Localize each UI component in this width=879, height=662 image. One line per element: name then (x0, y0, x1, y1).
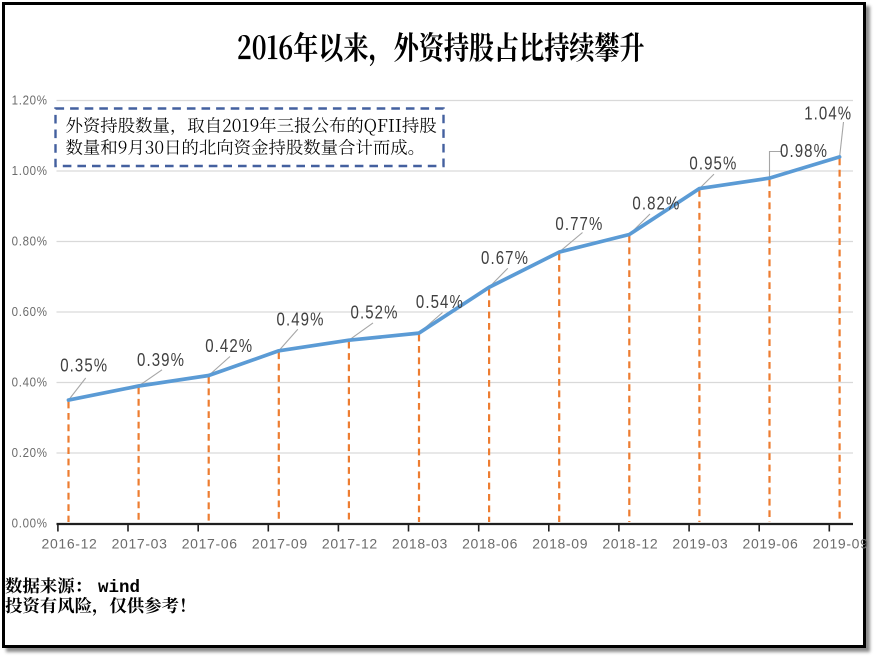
svg-text:0.40%: 0.40% (12, 375, 48, 390)
svg-text:2017-09: 2017-09 (252, 536, 308, 552)
svg-text:0.00%: 0.00% (12, 516, 48, 531)
svg-text:0.20%: 0.20% (12, 445, 48, 460)
svg-text:2017-06: 2017-06 (182, 536, 238, 552)
svg-text:0.60%: 0.60% (12, 304, 48, 319)
svg-text:0.82%: 0.82% (632, 193, 680, 214)
svg-text:2018-06: 2018-06 (462, 536, 518, 552)
svg-text:0.77%: 0.77% (555, 213, 603, 234)
svg-text:0.98%: 0.98% (780, 140, 828, 161)
svg-text:1.00%: 1.00% (12, 163, 48, 178)
svg-text:2018-03: 2018-03 (392, 536, 448, 552)
svg-text:0.95%: 0.95% (689, 153, 737, 174)
svg-text:2018-09: 2018-09 (532, 536, 588, 552)
svg-text:0.39%: 0.39% (137, 350, 185, 371)
svg-text:2019-09: 2019-09 (813, 536, 869, 552)
svg-text:2019-06: 2019-06 (743, 536, 799, 552)
svg-text:0.67%: 0.67% (481, 247, 529, 268)
svg-text:2017-12: 2017-12 (322, 536, 378, 552)
svg-text:wind: wind (98, 578, 140, 598)
svg-text:1.20%: 1.20% (12, 93, 48, 108)
svg-text:2016-12: 2016-12 (42, 536, 98, 552)
svg-text:0.80%: 0.80% (12, 234, 48, 249)
svg-text:0.49%: 0.49% (277, 309, 325, 330)
svg-text:0.35%: 0.35% (60, 355, 108, 376)
svg-text:0.54%: 0.54% (416, 292, 464, 313)
svg-text:1.04%: 1.04% (804, 103, 852, 124)
svg-text:2017-03: 2017-03 (112, 536, 168, 552)
svg-text:0.52%: 0.52% (351, 302, 399, 323)
svg-text:2019-03: 2019-03 (672, 536, 728, 552)
svg-text:2018-12: 2018-12 (602, 536, 658, 552)
svg-text:0.42%: 0.42% (205, 336, 253, 357)
